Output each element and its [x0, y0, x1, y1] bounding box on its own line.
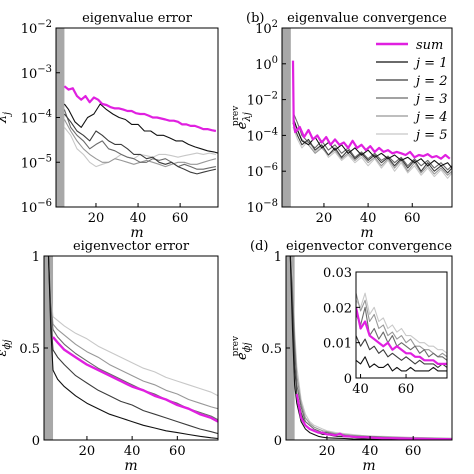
panel-c-x-label: m	[124, 458, 137, 474]
panel-c-series-j2	[47, 256, 218, 435]
panel-a-y-tick-label: 10−3	[21, 64, 52, 82]
panel-a-series-sum	[63, 85, 217, 133]
panel-b-y-tick-label: 10−4	[247, 126, 278, 144]
panel-a-shaded-region	[56, 28, 65, 207]
legend-label: sum	[416, 38, 443, 53]
panel-b-axes-frame	[281, 27, 453, 208]
panel-d-x-tick-label: 40	[362, 444, 379, 459]
panel-b-x-label: m	[360, 225, 373, 241]
panel-b-letter: (b)	[246, 11, 264, 26]
panel-b-y-tick-label: 10−6	[247, 162, 278, 180]
panel-a-y-tick-label: 10−5	[21, 153, 52, 171]
panel-d-x-tick-label: 20	[319, 444, 336, 459]
panel-a-plot-area	[56, 28, 218, 207]
panel-a-title: eigenvalue error	[82, 11, 193, 26]
panel-c-x-tick-label: 40	[124, 444, 141, 459]
panel-d-letter: (d)	[250, 239, 268, 254]
panel-d_inset-series-j5	[356, 292, 447, 354]
panel-d-y-tick-label: 1	[274, 250, 282, 265]
legend-label: j = 2	[413, 74, 447, 89]
panel-c-x-tick-label: 60	[169, 444, 186, 459]
panel-a-x-label: m	[130, 225, 143, 241]
panel-d_inset-series-j3	[356, 306, 447, 361]
panel-d_inset-x-tick-label: 40	[352, 382, 369, 397]
panel-a-y-tick-label: 10−4	[21, 109, 52, 127]
panel-a-y-label: λj	[0, 112, 13, 124]
panel-b-series-j5	[292, 126, 452, 179]
panel-d-shaded-region	[286, 256, 295, 440]
panel-c-y-tick-label: 0	[32, 434, 40, 449]
legend-label: j = 5	[413, 128, 447, 143]
panel-d_inset-y-tick-label: 0.02	[323, 301, 352, 316]
panel-d-series-sum	[295, 393, 452, 440]
panel-d_inset-series-j2	[356, 335, 447, 368]
panel-b-y-label: eλjprev	[231, 105, 253, 130]
panel-c-x-tick-label: 20	[79, 444, 96, 459]
panel-d-y-tick-label: 0	[274, 434, 282, 449]
legend-label: j = 1	[413, 56, 447, 71]
panel-b-x-tick-label: 60	[404, 211, 421, 226]
panel-d-series-j1	[289, 256, 452, 440]
panel-c-y-tick-label: 1	[32, 250, 40, 265]
panel-b-shaded-region	[282, 28, 291, 207]
panel-c-shaded-region	[44, 256, 54, 440]
panel-b-y-tick-label: 102	[255, 19, 278, 37]
panel-b-y-tick-label: 100	[255, 55, 278, 73]
panel-d-y-tick-label: 0.5	[261, 342, 282, 357]
panel-a-series-j1	[63, 103, 218, 154]
panel-c-series-j4	[47, 256, 218, 410]
panel-a-y-tick-label: 10−2	[21, 19, 52, 37]
panel-a-x-tick-label: 20	[88, 211, 105, 226]
panel-b-series-j4	[292, 118, 452, 176]
legend-label: j = 3	[413, 92, 447, 107]
panel-d-series-j4	[289, 256, 452, 440]
panel-d_inset-y-tick-label: 0.03	[323, 266, 352, 281]
panel-a-series-j3	[63, 109, 217, 170]
panel-d-y-label: eϕjprev	[231, 335, 253, 360]
panel-a-series-j2	[63, 113, 217, 175]
legend-label: j = 4	[413, 110, 447, 125]
panel-d_inset-series-j1	[356, 356, 447, 372]
panel-d_inset-series-j4	[356, 293, 447, 358]
panel-b-x-tick-label: 20	[316, 211, 333, 226]
panel-c-y-label: εϕj	[0, 340, 13, 357]
panel-b-title: eigenvalue convergence	[287, 11, 447, 26]
panel-d_inset-y-tick-label: 0.01	[323, 337, 352, 352]
panel-c-series-j1	[47, 256, 218, 440]
panel-c-plot-area	[44, 256, 218, 440]
panel-c-series-j5	[47, 256, 218, 397]
panel-d_inset-series-sum	[356, 307, 447, 365]
panel-c-title: eigenvector error	[73, 239, 190, 254]
panel-a-y-tick-label: 10−6	[21, 198, 52, 216]
panel-c-series-sum	[52, 336, 218, 423]
panel-d-x-tick-label: 60	[405, 444, 422, 459]
panel-b-series-j3	[292, 111, 452, 171]
panel-d_inset-x-tick-label: 60	[398, 382, 415, 397]
panel-d_inset-plot-area	[356, 272, 447, 378]
panel-b-x-tick-label: 40	[360, 211, 377, 226]
panel-a-x-tick-label: 60	[172, 211, 189, 226]
panel-b-series-sum	[291, 60, 451, 160]
panel-d-title: eigenvector convergence	[286, 239, 452, 254]
panel-a-x-tick-label: 40	[130, 211, 147, 226]
panel-b-y-tick-label: 10−2	[247, 91, 278, 109]
panel-d_inset-y-tick-label: 0	[344, 372, 352, 387]
panel-d_inset-axes-frame	[355, 271, 448, 379]
panel-b-series-j1	[292, 117, 452, 169]
panel-c-y-tick-label: 0.5	[19, 342, 40, 357]
panel-d-x-label: m	[362, 458, 375, 474]
panel-b-legend-box	[372, 32, 450, 146]
panel-b-y-tick-label: 10−8	[247, 198, 278, 216]
